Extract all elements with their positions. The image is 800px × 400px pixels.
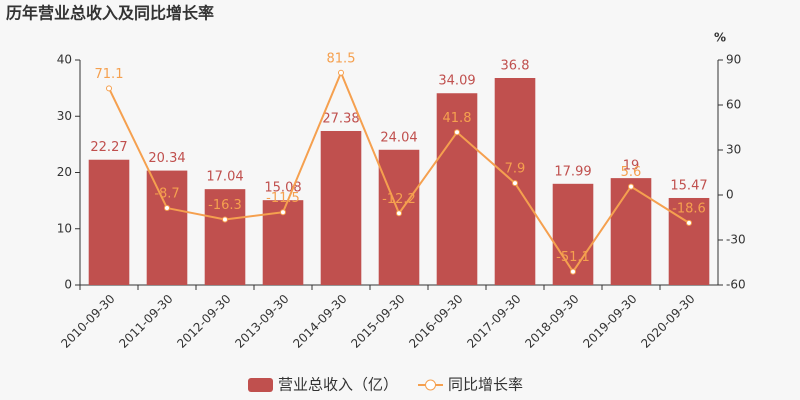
line-value-label: -18.6 <box>672 201 706 216</box>
line-value-label: 5.6 <box>621 165 642 180</box>
line-value-label: 41.8 <box>443 111 472 126</box>
bar-value-label: 22.27 <box>90 140 127 155</box>
y-tick-label: 20 <box>57 165 72 179</box>
line-point <box>396 210 402 217</box>
bar <box>552 183 594 285</box>
x-tick-label: 2010-09-30 <box>58 292 117 351</box>
y-tick-label: 10 <box>57 221 72 235</box>
bar-value-label: 27.38 <box>322 111 359 126</box>
y2-tick-label: 60 <box>726 98 741 112</box>
line-point <box>686 219 692 226</box>
x-tick-label: 2011-09-30 <box>116 292 175 351</box>
line-point <box>512 180 518 187</box>
y-tick-label: 40 <box>57 53 72 67</box>
x-tick-label: 2018-09-30 <box>522 292 581 351</box>
y-tick-label: 30 <box>57 109 72 123</box>
line-value-label: -51.1 <box>556 250 590 265</box>
y2-axis-label: % <box>714 31 726 45</box>
line-point <box>280 209 286 216</box>
line-point <box>338 69 344 76</box>
bar-value-label: 17.04 <box>206 170 243 185</box>
bar-value-label: 15.47 <box>670 178 707 193</box>
line-value-label: 71.1 <box>95 67 124 82</box>
bar-value-label: 24.04 <box>380 130 417 145</box>
legend-label: 同比增长率 <box>448 376 523 394</box>
x-tick-label: 2014-09-30 <box>290 292 349 351</box>
bar <box>610 178 652 285</box>
bar-value-label: 17.99 <box>554 164 591 179</box>
line-value-label: -12.2 <box>382 192 416 207</box>
line-point <box>570 268 576 275</box>
line-point <box>454 129 460 136</box>
y2-tick-label: 0 <box>726 188 734 202</box>
x-tick-label: 2020-09-30 <box>638 292 697 351</box>
x-tick-label: 2012-09-30 <box>174 292 233 351</box>
line-value-label: 7.9 <box>505 162 526 177</box>
line-point <box>106 85 112 92</box>
bar <box>320 130 362 285</box>
bar <box>204 189 246 285</box>
bar <box>146 170 188 285</box>
legend-swatch-point <box>425 379 437 391</box>
bar <box>88 159 130 285</box>
x-tick-label: 2013-09-30 <box>232 292 291 351</box>
x-tick-label: 2015-09-30 <box>348 292 407 351</box>
line-point <box>222 216 228 223</box>
bar-value-label: 36.8 <box>501 59 530 74</box>
x-tick-label: 2017-09-30 <box>464 292 523 351</box>
chart-title: 历年营业总收入及同比增长率 <box>6 4 214 23</box>
bar-value-label: 34.09 <box>438 74 475 89</box>
line-value-label: -16.3 <box>208 198 242 213</box>
y2-tick-label: -30 <box>726 233 746 247</box>
legend-swatch <box>248 378 273 392</box>
y2-tick-label: -60 <box>726 278 746 292</box>
line-value-label: -11.5 <box>266 191 300 206</box>
y2-tick-label: 90 <box>726 53 741 67</box>
x-tick-label: 2016-09-30 <box>406 292 465 351</box>
bar-value-label: 19 <box>623 159 640 174</box>
line-point <box>164 205 170 212</box>
bar-value-label: 20.34 <box>148 151 185 166</box>
bar <box>378 149 420 285</box>
bar <box>436 93 478 286</box>
line-value-label: 81.5 <box>327 51 356 66</box>
y2-tick-label: 30 <box>726 143 741 157</box>
bar <box>668 197 710 285</box>
line-value-label: -8.7 <box>154 187 179 202</box>
legend-label: 营业总收入（亿） <box>278 376 398 394</box>
x-tick-label: 2019-09-30 <box>580 292 639 351</box>
y-tick-label: 0 <box>64 278 72 292</box>
line-point <box>628 183 634 190</box>
